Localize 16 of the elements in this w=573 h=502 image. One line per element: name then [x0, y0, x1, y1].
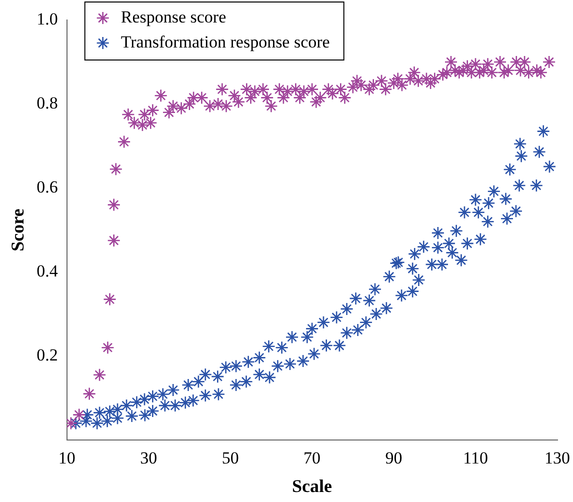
y-tick-label: 1.0 — [36, 9, 58, 28]
x-tick-label: 30 — [140, 448, 158, 468]
x-tick-label: 90 — [385, 448, 402, 468]
y-tick-label: 0.6 — [36, 177, 58, 196]
x-tick-label: 70 — [304, 448, 321, 468]
y-tick-label: 0.8 — [36, 93, 58, 112]
x-tick-label: 130 — [544, 448, 570, 468]
x-tick-label: 10 — [58, 448, 76, 468]
y-axis-title: Score — [7, 208, 28, 252]
x-tick-label: 110 — [463, 448, 488, 468]
y-tick-label: 0.4 — [36, 261, 58, 280]
x-axis-title: Scale — [292, 476, 332, 496]
legend-label: Transformation response score — [120, 32, 330, 52]
x-tick-label: 50 — [222, 448, 239, 468]
y-tick-label: 0.2 — [36, 345, 58, 364]
legend-label: Response score — [120, 7, 226, 26]
